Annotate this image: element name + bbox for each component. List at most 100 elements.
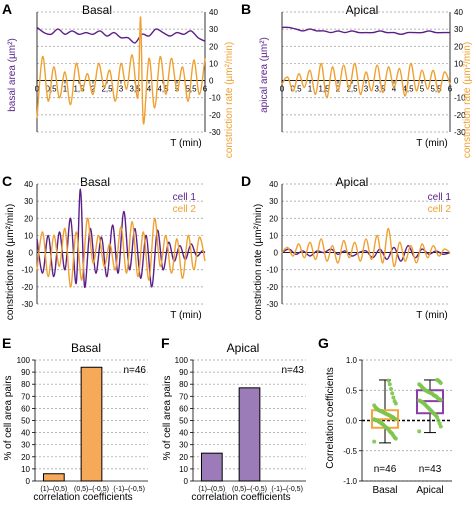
y-tick-label-d: -30: [266, 300, 278, 309]
point-apical: [438, 424, 443, 429]
panel-f-ylabel: % of cell area pairs: [162, 375, 173, 460]
y-tick-label-g: 0.0: [346, 417, 358, 426]
point-basal: [387, 382, 392, 387]
point-apical: [437, 421, 442, 426]
series-line-c-2: [36, 217, 206, 288]
panel-e-annotation: n=46: [123, 365, 146, 376]
y-tick-label-f: 40: [179, 429, 188, 438]
y-tick-label-f: 50: [179, 417, 188, 426]
panel-c: C Basal -30 -20 -10 0 10 20 30 40 constriction …: [2, 173, 206, 321]
series-line-a-1: [36, 26, 206, 44]
point-basal: [391, 395, 396, 400]
y-tick-label-e: 70: [21, 392, 30, 401]
category-label-basal: Basal: [372, 485, 397, 496]
panel-label-e: E: [2, 335, 11, 351]
y-tick-label-d: 20: [269, 214, 278, 223]
panel-c-title: Basal: [80, 175, 110, 189]
series-line-d-2: [281, 227, 451, 268]
point-basal: [392, 399, 397, 404]
point-apical: [435, 377, 440, 382]
y-tick-label-c: 30: [24, 197, 33, 206]
y-tick-label-d: 40: [269, 180, 278, 189]
y-tick-label-c: 40: [24, 180, 33, 189]
panel-g-annotation-basal: n=46: [374, 464, 397, 475]
x-tick-label-a: 1: [63, 85, 68, 94]
x-tick-label-b: 5: [420, 85, 425, 94]
y-tick-label-c: 10: [24, 231, 33, 240]
panel-label-b: B: [241, 1, 251, 17]
x-tick-label-b: 0: [280, 85, 285, 94]
x-tick-label-b: 4: [392, 85, 397, 94]
y-tick-label-b: 40: [454, 8, 463, 17]
panel-a-xlabel: T (min): [170, 138, 201, 149]
panel-label-g: G: [318, 335, 329, 351]
y-tick-label-g: 1.0: [346, 356, 358, 365]
y-tick-label-e: 40: [21, 429, 30, 438]
y-tick-label-b: 20: [454, 42, 463, 51]
x-tick-label-a: 4,5: [157, 85, 169, 94]
point-basal: [389, 387, 393, 392]
y-tick-label-c: 0: [29, 249, 34, 258]
y-tick-label-a: 40: [209, 8, 218, 17]
panel-c-ylabel: constriction rate (µm²/min): [5, 204, 16, 320]
point-apical: [417, 398, 422, 403]
x-tick-label-e: (-1)–(-0,5): [113, 486, 145, 493]
x-tick-label-a: 3,5: [129, 85, 141, 94]
y-tick-label-g: -1.0: [343, 477, 357, 486]
y-tick-label-f: 60: [179, 404, 188, 413]
y-tick-label-e: 0: [26, 477, 31, 486]
x-tick-label-b: 2: [336, 85, 341, 94]
panel-f-annotation: n=43: [281, 365, 304, 376]
panel-f-xlabel: correlation coefficients: [191, 492, 290, 503]
y-tick-label-b: 30: [454, 25, 463, 34]
panel-g-ylabel: Correlation coefficients: [325, 367, 336, 469]
panel-a: A Basal -30 -20 -10 0 10 20 30 40 0 0,5 1 1,5 2 2,5 3 3…: [2, 1, 235, 158]
panel-e-ylabel: % of cell area pairs: [3, 375, 14, 460]
x-tick-label-f: (1)–(0,5): [198, 486, 225, 493]
x-tick-label-a: 6: [203, 85, 208, 94]
x-tick-label-a: 0: [35, 85, 40, 94]
bar-f-2: [238, 387, 261, 482]
y-tick-label-a: -20: [209, 111, 221, 120]
panel-d-legend-cell1: cell 1: [428, 192, 452, 203]
x-tick-label-b: 1: [308, 85, 313, 94]
x-tick-label-a: 3: [119, 85, 124, 94]
point-apical: [417, 382, 422, 387]
y-tick-label-g: -0.5: [343, 447, 357, 456]
y-tick-label-e: 90: [21, 368, 30, 377]
panel-e: E Basal 0 10 20 30 40 50 60 70 80 90 100 (1)–(0,5) (…: [2, 335, 148, 503]
y-tick-label-d: 0: [274, 249, 279, 258]
y-tick-label-d: -20: [266, 283, 278, 292]
y-tick-label-d: -10: [266, 266, 278, 275]
panel-c-xlabel: T (min): [170, 310, 201, 321]
y-tick-label-f: 30: [179, 441, 188, 450]
point-basal: [372, 439, 377, 444]
y-tick-label-f: 100: [175, 356, 189, 365]
panel-g-annotation-apical: n=43: [419, 464, 442, 475]
point-apical: [417, 429, 422, 434]
point-basal: [386, 378, 391, 383]
x-tick-label-b: 2,5: [346, 85, 358, 94]
y-tick-label-a: -10: [209, 94, 221, 103]
panel-g: G -1.0 -0.5 0.0 0.5 1.0 Basal Apical Correlati…: [318, 335, 452, 496]
y-tick-label-d: 30: [269, 197, 278, 206]
y-tick-label-c: -30: [21, 300, 33, 309]
x-tick-label-b: 6: [448, 85, 453, 94]
panel-d-legend-cell2: cell 2: [428, 204, 452, 215]
y-tick-label-e: 30: [21, 441, 30, 450]
panel-b-xlabel: T (min): [416, 138, 447, 149]
panel-d-ylabel: constriction rate (µm²/min): [253, 204, 264, 320]
panel-f-title: Apical: [227, 341, 260, 355]
y-tick-label-c: -10: [21, 266, 33, 275]
y-tick-label-e: 10: [21, 465, 30, 474]
x-tick-label-b: 3: [364, 85, 369, 94]
y-tick-label-e: 50: [21, 417, 30, 426]
x-tick-label-a: 4: [147, 85, 152, 94]
x-tick-label-b: 3,5: [374, 85, 386, 94]
bar-f-1: [200, 452, 223, 482]
bar-e-2: [80, 366, 103, 482]
y-tick-label-b: -30: [454, 128, 466, 137]
panel-d: D Apical -30 -20 -10 0 10 20 30 40 constriction…: [241, 173, 451, 321]
series-line-b-2: [281, 62, 451, 99]
